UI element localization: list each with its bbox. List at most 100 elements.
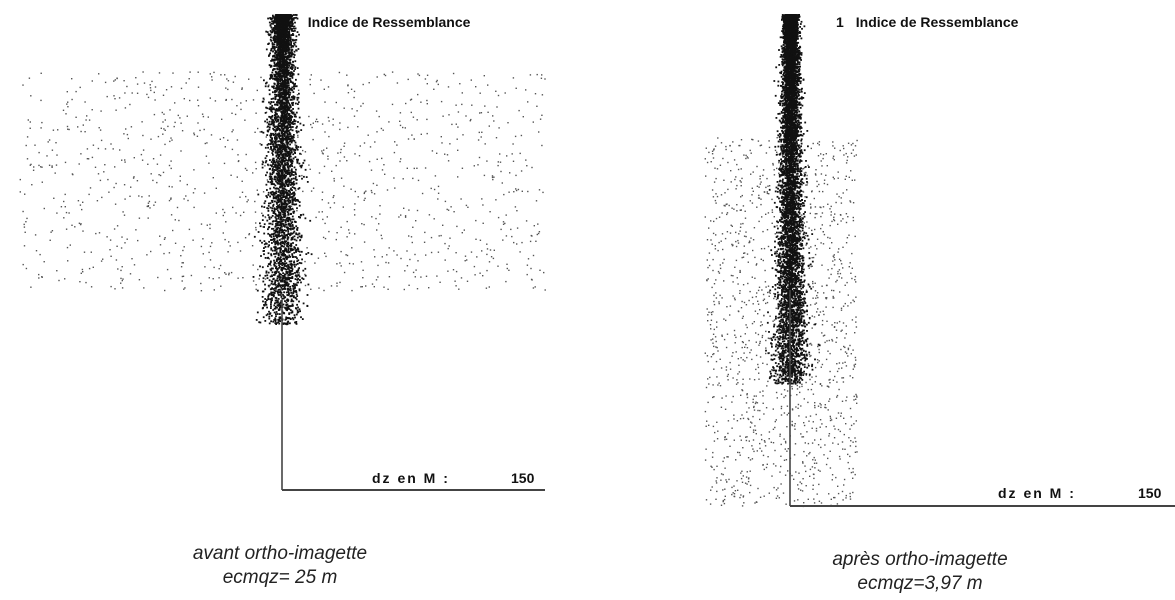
data-point — [527, 101, 529, 103]
data-point — [408, 284, 410, 286]
data-point — [321, 199, 323, 201]
data-point — [287, 30, 290, 33]
data-point — [314, 262, 316, 264]
data-point — [321, 191, 324, 193]
data-point — [284, 71, 287, 74]
data-point — [293, 96, 296, 98]
data-point — [280, 241, 282, 244]
data-point — [291, 21, 294, 23]
data-point — [294, 176, 297, 178]
data-point — [274, 35, 277, 38]
data-point — [285, 120, 288, 122]
data-point — [285, 97, 288, 99]
data-point — [282, 194, 285, 197]
data-point — [284, 53, 287, 56]
data-point — [281, 278, 284, 281]
data-point — [275, 224, 277, 227]
data-point — [302, 269, 305, 272]
data-point — [489, 211, 491, 213]
data-point — [270, 192, 272, 194]
data-point — [502, 223, 505, 225]
data-point — [294, 66, 297, 69]
data-point — [378, 115, 380, 118]
data-point — [283, 14, 286, 16]
data-point — [286, 227, 289, 229]
data-point — [286, 112, 289, 115]
data-point — [285, 79, 288, 81]
data-point — [289, 128, 292, 131]
data-point — [309, 219, 312, 222]
data-point — [270, 106, 273, 109]
data-point — [291, 77, 294, 79]
data-point — [364, 197, 366, 200]
data-point — [149, 84, 151, 86]
data-point — [262, 97, 265, 100]
data-point — [420, 101, 422, 103]
data-point — [274, 279, 277, 282]
data-point — [113, 228, 116, 230]
data-point — [291, 126, 294, 128]
data-point — [209, 97, 211, 99]
data-point — [436, 275, 438, 277]
data-point — [284, 132, 286, 135]
data-point — [275, 195, 277, 198]
data-point — [109, 249, 111, 251]
data-point — [455, 252, 457, 254]
data-point — [285, 118, 288, 120]
data-point — [418, 74, 421, 77]
data-point — [279, 301, 282, 304]
data-point — [231, 112, 233, 114]
data-point — [265, 314, 268, 317]
data-point — [281, 91, 284, 94]
data-point — [290, 67, 293, 70]
data-point — [273, 49, 276, 51]
data-point — [276, 277, 279, 280]
data-point — [279, 164, 282, 167]
data-point — [278, 163, 281, 166]
data-point — [254, 161, 257, 164]
data-point — [279, 167, 281, 170]
data-point — [396, 144, 398, 146]
data-point — [280, 304, 282, 307]
data-point — [88, 119, 91, 121]
data-point — [262, 226, 264, 228]
data-point — [266, 189, 268, 191]
data-point — [338, 71, 341, 74]
data-point — [252, 276, 255, 278]
data-point — [150, 173, 152, 175]
data-point — [286, 211, 289, 214]
data-point — [154, 99, 156, 101]
data-point — [280, 145, 282, 148]
data-point — [292, 120, 294, 123]
data-point — [152, 179, 154, 182]
data-point — [271, 45, 274, 47]
data-point — [411, 241, 413, 244]
data-point — [289, 99, 292, 101]
data-point — [276, 181, 278, 184]
data-point — [65, 228, 68, 230]
data-point — [292, 289, 295, 292]
data-point — [283, 233, 286, 235]
data-point — [133, 176, 135, 178]
data-point — [299, 214, 302, 217]
data-point — [277, 78, 280, 81]
data-point — [210, 134, 213, 136]
data-point — [285, 20, 287, 23]
data-point — [413, 138, 415, 140]
data-point — [196, 135, 199, 137]
data-point — [278, 233, 280, 236]
data-point — [174, 219, 176, 221]
data-point — [225, 221, 227, 223]
data-point — [447, 270, 449, 272]
data-point — [276, 56, 279, 59]
data-point — [284, 46, 287, 49]
data-point — [296, 31, 299, 33]
data-point — [280, 103, 283, 105]
data-point — [280, 118, 283, 120]
data-point — [347, 84, 349, 86]
data-point — [168, 199, 171, 202]
data-point — [295, 182, 298, 185]
data-point — [279, 27, 282, 30]
data-point — [85, 281, 87, 284]
data-point — [277, 217, 280, 220]
